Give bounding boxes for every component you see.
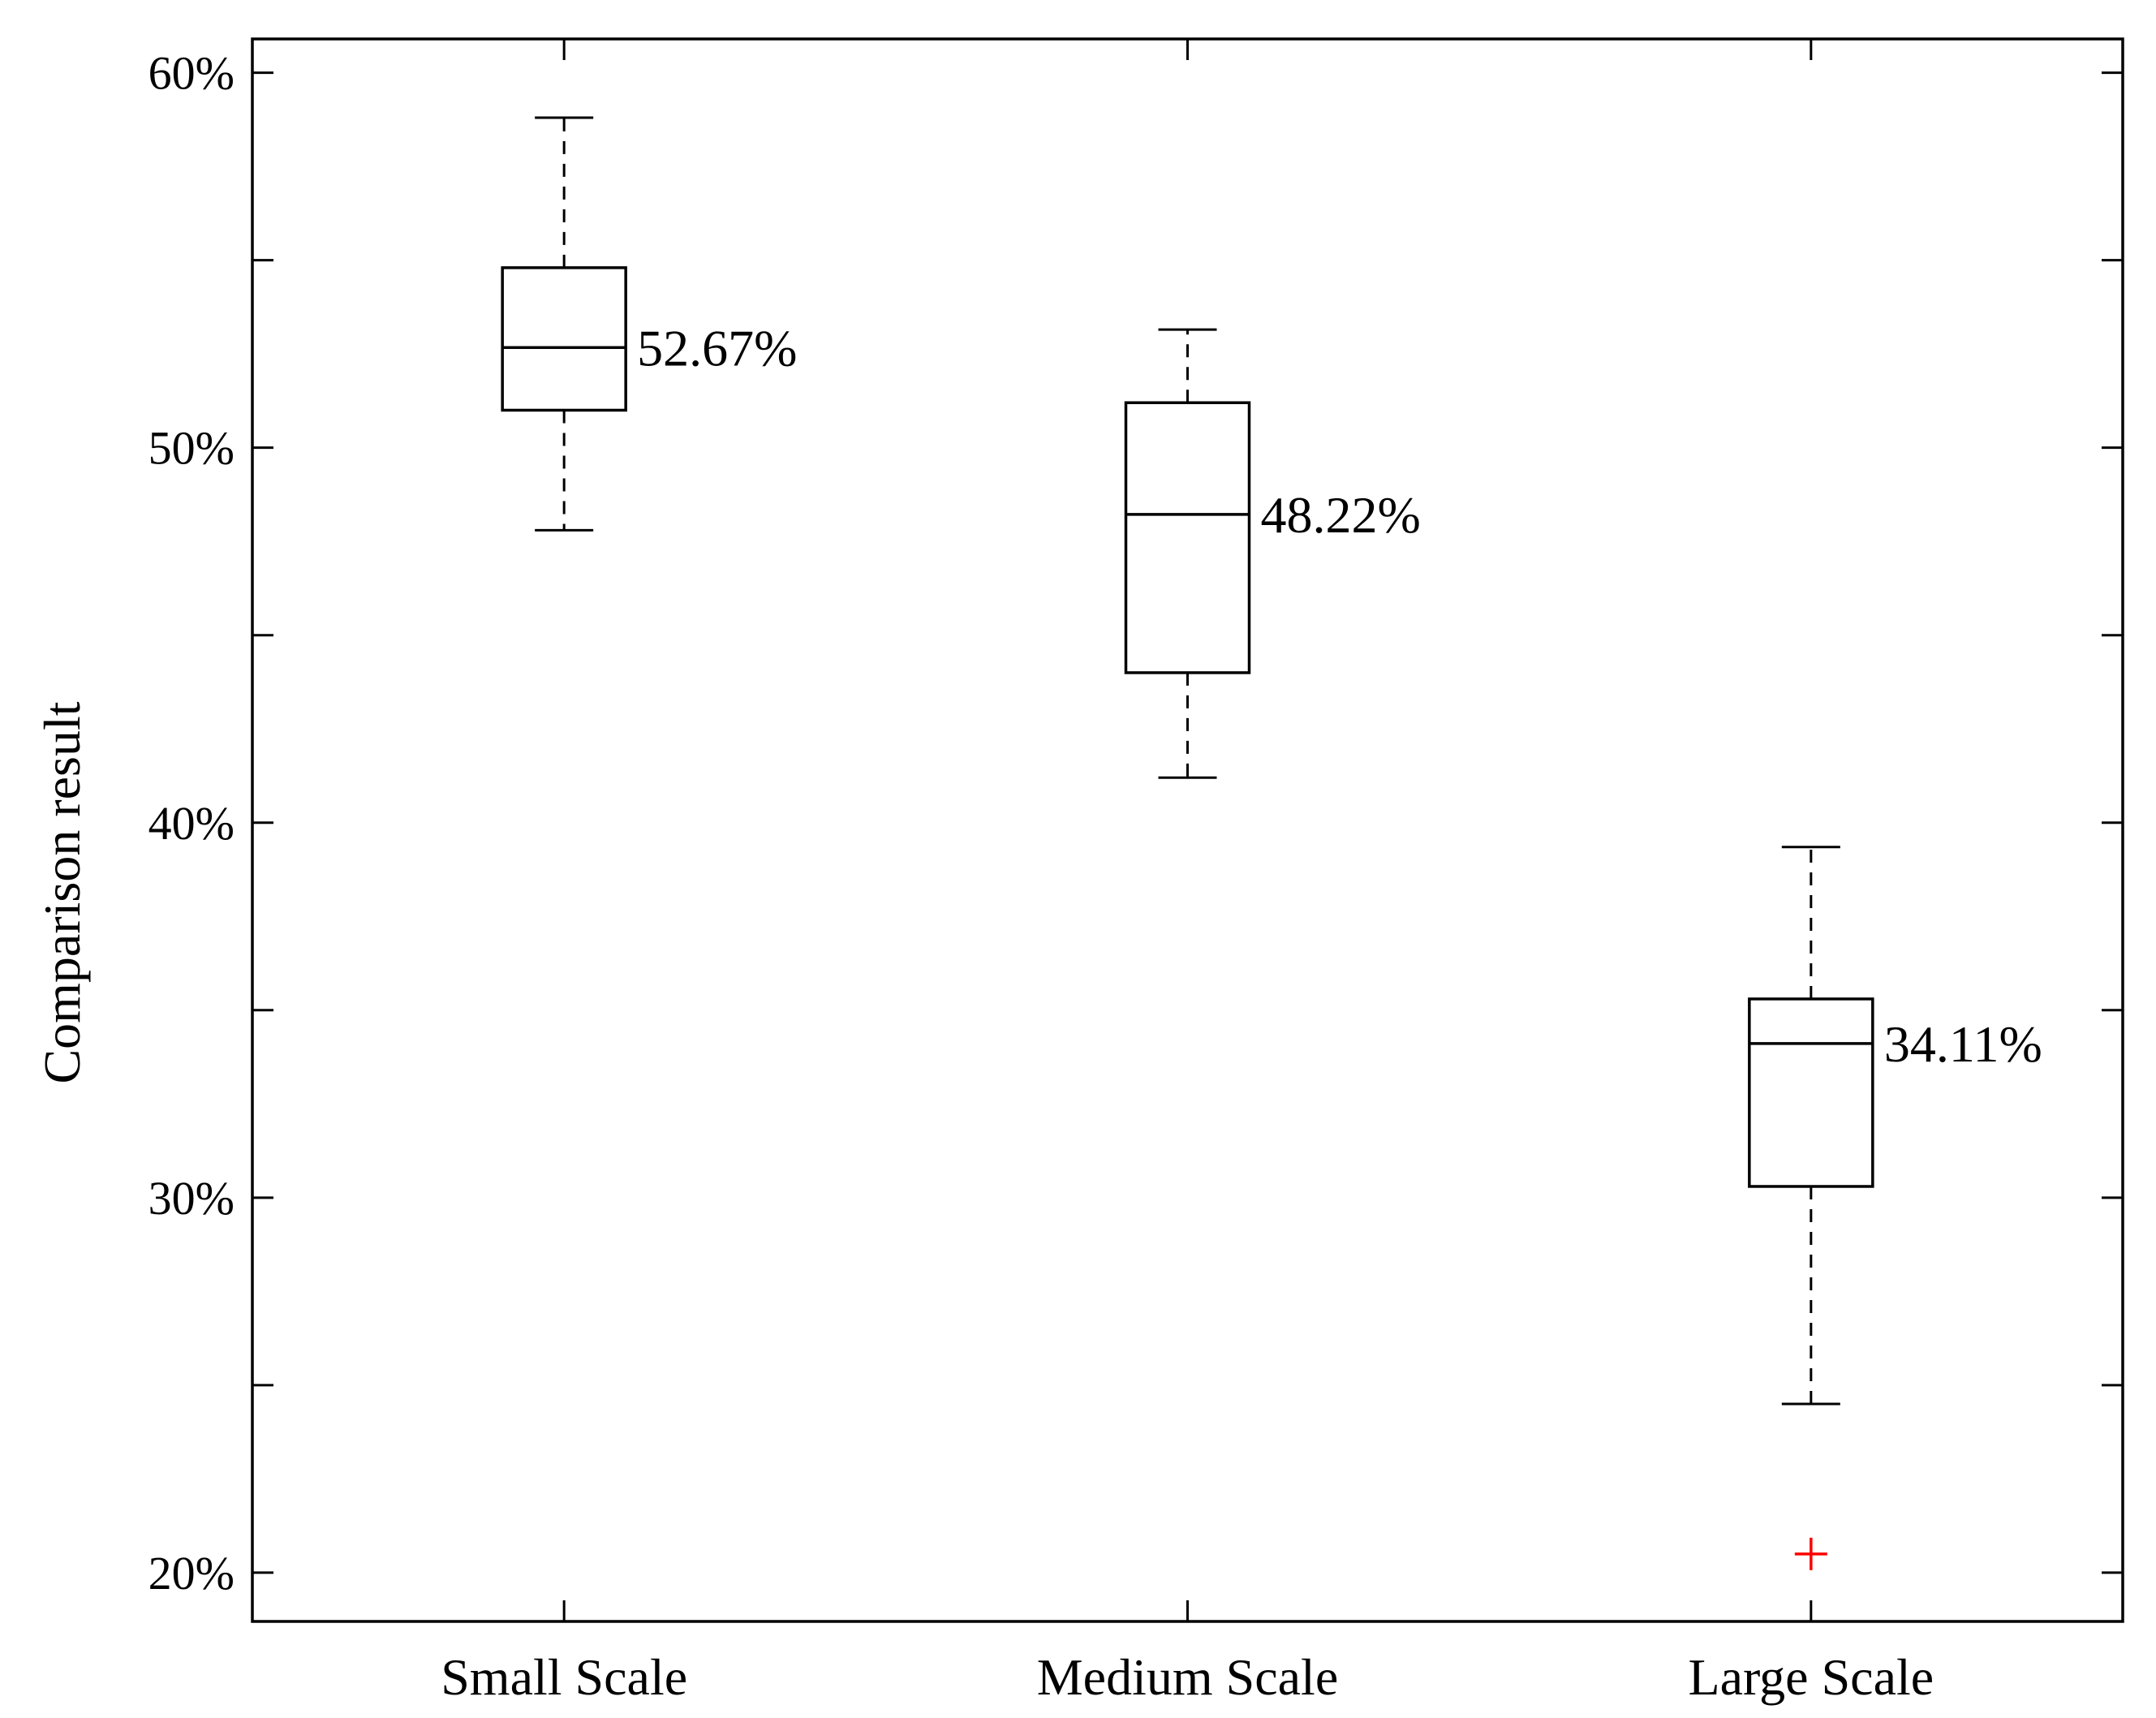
iqr-box <box>1748 997 1874 1188</box>
median-value-label: 52.67% <box>637 319 797 377</box>
y-tick-label: 40% <box>148 797 235 850</box>
box-large-scale: 34.11% <box>1748 846 2042 1570</box>
iqr-box <box>501 266 627 412</box>
iqr-box <box>1124 401 1251 674</box>
median-value-label: 34.11% <box>1884 1015 2042 1073</box>
y-tick-label: 50% <box>148 422 235 475</box>
x-category-label: Small Scale <box>441 1648 687 1706</box>
y-tick-label: 20% <box>148 1547 235 1600</box>
x-category-label: Large Scale <box>1689 1648 1934 1706</box>
box-small-scale: 52.67% <box>501 116 797 532</box>
y-tick-label: 30% <box>148 1172 235 1225</box>
y-tick-label: 60% <box>148 47 235 100</box>
x-category-label: Medium Scale <box>1037 1648 1338 1706</box>
median-value-label: 48.22% <box>1261 486 1421 544</box>
y-axis-label: Comparison result <box>33 701 91 1083</box>
box-medium-scale: 48.22% <box>1124 328 1421 779</box>
plot-area: 20% 30% 40% 50% 60% Small Scale Medium Scale La… <box>148 37 2124 1706</box>
outlier-marker <box>1794 1537 1827 1570</box>
plot-frame <box>251 37 2124 1623</box>
